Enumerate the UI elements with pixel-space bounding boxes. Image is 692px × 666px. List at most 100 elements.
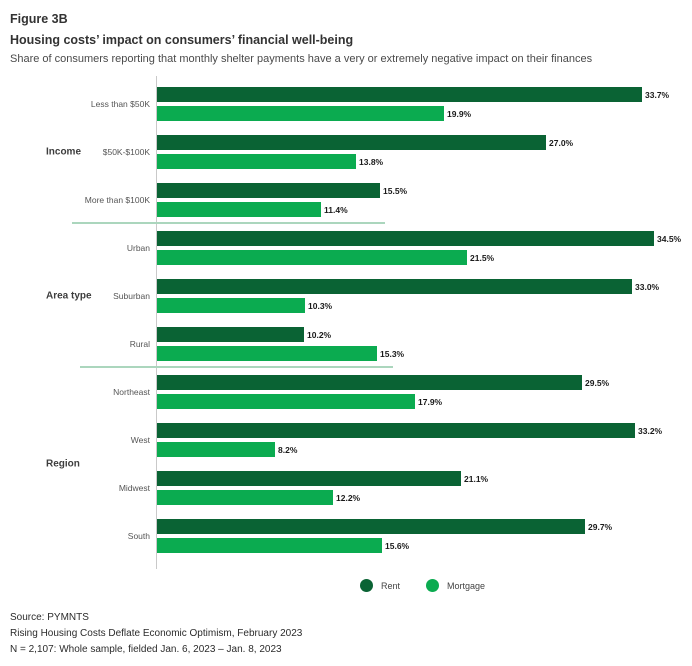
value-label: 34.5%	[657, 233, 682, 244]
category-label: Rural	[129, 339, 150, 349]
mortgage-bar	[157, 490, 333, 505]
bar-line: 15.6%	[157, 538, 692, 553]
mortgage-swatch-icon	[426, 579, 440, 592]
mortgage-bar	[157, 442, 275, 457]
bar-line: 12.2%	[157, 490, 692, 505]
rent-bar	[157, 471, 461, 486]
bar-line: 10.2%	[157, 327, 692, 342]
rent-bar	[157, 135, 546, 150]
value-label: 19.9%	[447, 108, 472, 119]
bar-line: 15.3%	[157, 346, 692, 361]
bar-pair: 27.0% 13.8%	[157, 135, 692, 169]
group-label: Region	[46, 458, 80, 470]
report-line: Rising Housing Costs Deflate Economic Op…	[10, 628, 303, 639]
category-label: More than $100K	[84, 195, 150, 205]
category-label: Northeast	[113, 387, 150, 397]
grouped-bar-chart: Less than $50K 33.7% 19.9% $50K-$100K 27.0% 1…	[0, 76, 692, 569]
bar-pair: 21.1% 12.2%	[157, 471, 692, 505]
rent-bar	[157, 423, 635, 438]
value-label: 15.3%	[380, 348, 405, 359]
mortgage-bar	[157, 250, 467, 265]
source-line: Source: PYMNTS	[10, 612, 89, 623]
sample-line: N = 2,107: Whole sample, fielded Jan. 6,…	[10, 644, 282, 655]
value-label: 33.2%	[638, 425, 663, 436]
bar-line: 33.2%	[157, 423, 692, 438]
rent-bar	[157, 231, 654, 246]
chart-title: Housing costs’ impact on consumers’ fina…	[10, 33, 354, 47]
bar-pair: 10.2% 15.3%	[157, 327, 692, 361]
value-label: 10.2%	[307, 329, 332, 340]
mortgage-bar	[157, 298, 305, 313]
rent-swatch-icon	[360, 579, 373, 592]
baseline-axis	[156, 76, 157, 569]
group-label: Income	[46, 146, 82, 158]
bar-pair: 15.5% 11.4%	[157, 183, 692, 217]
bar-line: 29.5%	[157, 375, 692, 390]
category-label: West	[130, 435, 150, 445]
value-label: 15.5%	[383, 185, 408, 196]
value-label: 15.6%	[385, 540, 410, 551]
category-row: South 29.7% 15.6%	[0, 519, 692, 553]
rent-bar	[157, 375, 582, 390]
value-label: 21.5%	[470, 252, 495, 263]
bar-line: 27.0%	[157, 135, 692, 150]
category-label: $50K-$100K	[102, 147, 150, 157]
bar-pair: 33.7% 19.9%	[157, 87, 692, 121]
mortgage-bar	[157, 202, 321, 217]
category-row: Less than $50K 33.7% 19.9%	[0, 87, 692, 121]
value-label: 12.2%	[336, 492, 361, 503]
value-label: 33.0%	[635, 281, 660, 292]
bar-line: 33.7%	[157, 87, 692, 102]
bar-line: 8.2%	[157, 442, 692, 457]
value-label: 13.8%	[359, 156, 384, 167]
category-label: South	[127, 531, 150, 541]
legend-item-rent: Rent	[360, 579, 400, 592]
bar-line: 21.1%	[157, 471, 692, 486]
value-label: 8.2%	[278, 444, 298, 455]
legend-label-mortgage: Mortgage	[447, 580, 486, 591]
rent-bar	[157, 87, 642, 102]
category-row: Rural 10.2% 15.3%	[0, 327, 692, 361]
category-label: Suburban	[113, 291, 150, 301]
value-label: 21.1%	[464, 473, 489, 484]
category-row: Urban 34.5% 21.5%	[0, 231, 692, 265]
section-divider	[80, 366, 393, 368]
group-label: Area type	[46, 290, 92, 302]
bar-line: 33.0%	[157, 279, 692, 294]
value-label: 17.9%	[418, 396, 443, 407]
value-label: 10.3%	[308, 300, 333, 311]
chart-footer: Source: PYMNTS Rising Housing Costs Defl…	[10, 610, 678, 658]
section-divider	[72, 222, 385, 224]
bar-line: 13.8%	[157, 154, 692, 169]
value-label: 11.4%	[324, 204, 348, 215]
bar-line: 29.7%	[157, 519, 692, 534]
chart-subtitle: Share of consumers reporting that monthl…	[10, 53, 593, 65]
chart-header: Figure 3B Housing costs’ impact on consu…	[0, 0, 692, 65]
bar-line: 10.3%	[157, 298, 692, 313]
mortgage-bar	[157, 538, 382, 553]
bar-line: 34.5%	[157, 231, 692, 246]
bar-line: 11.4%	[157, 202, 692, 217]
value-label: 33.7%	[645, 89, 670, 100]
bar-line: 15.5%	[157, 183, 692, 198]
rent-bar	[157, 327, 304, 342]
category-label: Urban	[126, 243, 150, 253]
bar-pair: 29.5% 17.9%	[157, 375, 692, 409]
category-row: Northeast 29.5% 17.9%	[0, 375, 692, 409]
figure-label: Figure 3B	[10, 12, 68, 26]
legend-label-rent: Rent	[381, 580, 401, 591]
category-label: Midwest	[118, 483, 150, 493]
bar-pair: 34.5% 21.5%	[157, 231, 692, 265]
rent-bar	[157, 183, 380, 198]
category-row: West 33.2% 8.2%	[0, 423, 692, 457]
mortgage-bar	[157, 394, 415, 409]
category-row: $50K-$100K 27.0% 13.8%	[0, 135, 692, 169]
legend-item-mortgage: Mortgage	[426, 579, 485, 592]
bar-line: 17.9%	[157, 394, 692, 409]
mortgage-bar	[157, 106, 444, 121]
value-label: 29.5%	[585, 377, 610, 388]
category-row: More than $100K 15.5% 11.4%	[0, 183, 692, 217]
category-label: Less than $50K	[90, 99, 150, 109]
bar-pair: 33.0% 10.3%	[157, 279, 692, 313]
bar-line: 21.5%	[157, 250, 692, 265]
